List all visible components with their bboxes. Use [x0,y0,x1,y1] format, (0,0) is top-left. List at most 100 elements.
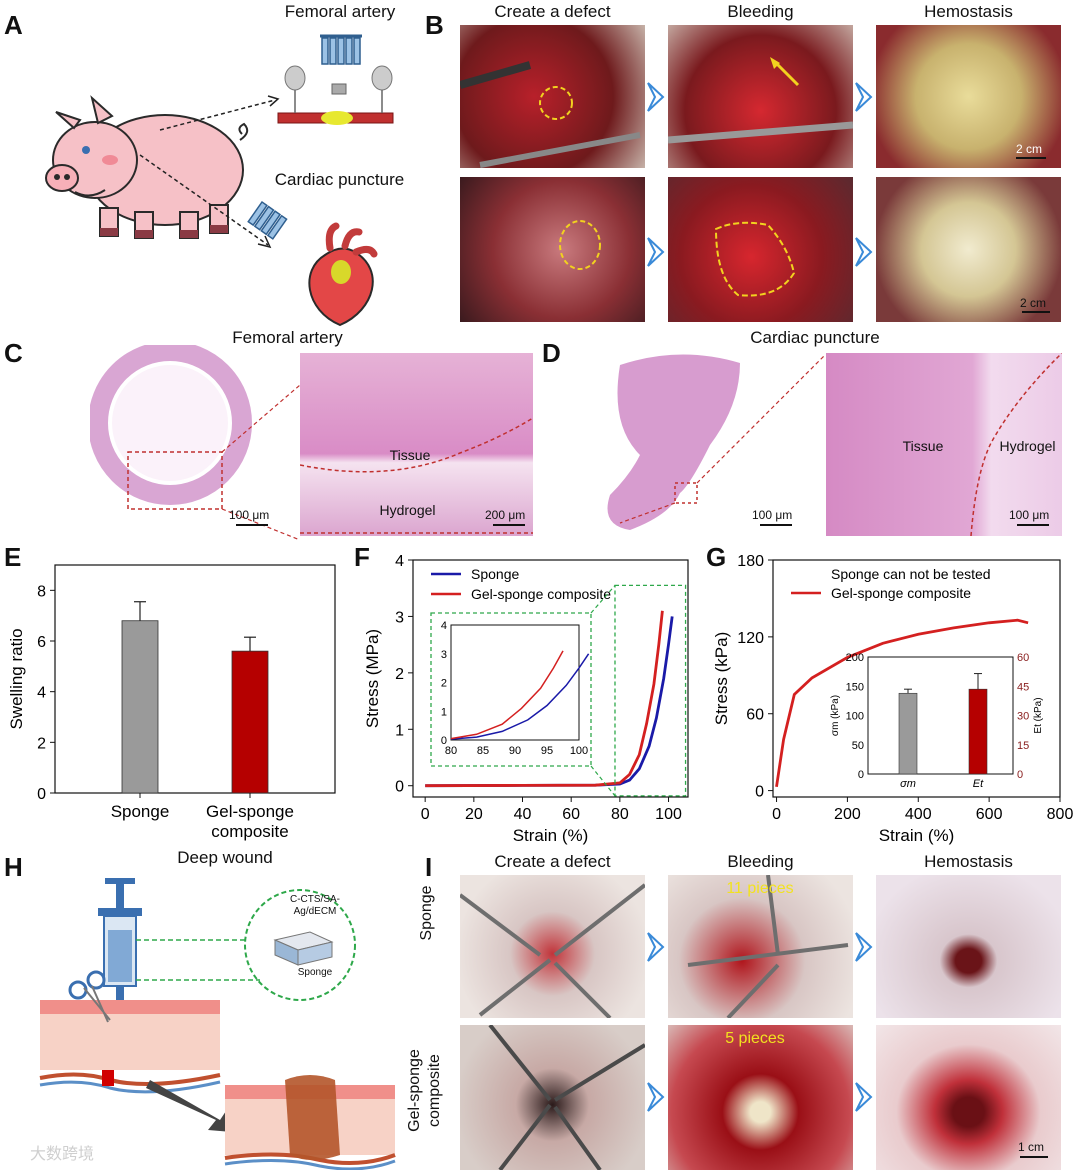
g-ylabel: Stress (kPa) [712,632,731,726]
g-inset-ylabel-left: σm (kPa) [830,695,841,736]
chart-e-swelling-ratio: 0 2 4 6 8 Swelling ratio Sponge Gel-spongecompo… [7,564,336,841]
g-xtick-label: 0 [772,806,781,823]
e-plot-frame [54,564,336,794]
g-inset-xtick-label: Et [973,778,984,790]
e-ylabel: Swelling ratio [7,628,26,729]
g-xtick-label: 200 [834,806,861,823]
panel-label-i: I [425,852,433,882]
g-inset-ytick-right: 45 [1017,681,1029,693]
d-hydrogel-label: Hydrogel [999,438,1056,454]
g-plot-frame [772,559,1061,798]
d-title: Cardiac puncture [750,328,880,347]
panel-label-f: F [354,542,370,572]
f-inset-series [450,650,564,740]
f-legend-label: Sponge [471,566,519,582]
b-scale-text-bottom: 2 cm [1020,296,1047,310]
f-inset-ytick-label: 2 [441,678,447,690]
i-col-title-3: Hemostasis [924,852,1013,871]
c-scale-text-right: 200 μm [485,508,526,522]
panel-label-a: A [4,10,23,40]
e-xtick-label: Gel-sponge [206,802,294,821]
g-inset-bar-et [968,688,988,775]
g-inset-ytick-right: 15 [1017,740,1029,752]
b-col-title-2: Bleeding [727,2,794,21]
f-zoom-connector [590,765,616,797]
panel-label-h: H [4,852,23,882]
h-material-line2: Ag/dECM [293,906,337,917]
e-xtick-label: Sponge [111,802,170,821]
f-ylabel: Stress (MPa) [363,629,382,728]
c-scale-bar-left [236,524,268,526]
c-histology-zoom [300,353,533,536]
b-photo-hemostasis-femoral [876,25,1061,168]
f-xtick-label: 20 [465,806,483,823]
chevron-right-icon [647,237,665,267]
h-deep-wound-schematic [39,878,396,1170]
g-xtick-label: 400 [905,806,932,823]
panel-label-g: G [706,542,727,572]
d-histology-zoom [826,353,1062,536]
g-inset-ytick-left: 100 [846,711,864,723]
g-xlabel: Strain (%) [879,826,955,845]
chevron-right-icon [855,1082,873,1112]
g-ytick-label: 120 [737,630,764,647]
g-inset-ylabel-right: Et (kPa) [1033,697,1044,733]
panel-label-c: C [4,338,23,368]
f-inset-xtick-label: 95 [541,745,553,757]
c-scale-text-left: 100 μm [229,508,270,522]
b-col-title-1: Create a defect [494,2,611,21]
f-inset-ytick-label: 0 [441,735,447,747]
f-legend-label: Gel-sponge composite [471,586,611,602]
c-title: Femoral artery [232,328,343,347]
e-ytick-label: 0 [37,786,46,803]
i-photo-defect-gel [460,1025,645,1170]
chevron-right-icon [855,932,873,962]
b-photo-defect-femoral [460,25,645,168]
chevron-right-icon [647,932,665,962]
f-ytick-label: 1 [395,722,404,739]
e-ytick-label: 2 [37,735,46,752]
c-hydrogel-label: Hydrogel [379,502,436,518]
e-xtick-label: composite [211,822,288,841]
f-xtick-label: 40 [514,806,532,823]
f-ytick-label: 2 [395,666,404,683]
g-ytick-label: 60 [746,707,764,724]
f-inset-box [430,612,592,767]
f-inset-ytick-label: 3 [441,649,447,661]
b-scale-bar-top [1016,157,1046,159]
f-plot-frame [412,559,689,798]
e-ytick-label: 4 [37,685,46,702]
i-photo-bleeding-sponge [668,875,853,1018]
f-series-gel-sponge [425,610,664,788]
i-photo-hemostasis-gel [876,1025,1061,1170]
e-ytick-label: 8 [37,583,46,600]
f-xtick-label: 100 [655,806,682,823]
e-bar-1 [121,620,159,794]
i-row2-label-line1: Gel-sponge [406,1049,423,1132]
f-inset-ytick-label: 4 [441,620,447,632]
f-inset-xtick-label: 80 [445,745,457,757]
d-scale-bar-left [760,524,792,526]
g-inset-frame [867,656,1014,775]
i-col-title-1: Create a defect [494,852,611,871]
g-inset-ytick-right: 0 [1017,769,1023,781]
h-sponge-label: Sponge [297,967,333,978]
g-legend-note: Sponge can not be tested [831,566,991,582]
i-photo-bleeding-gel [668,1025,853,1170]
panel-label-b: B [425,10,444,40]
i-pieces-sponge: 11 pieces [726,880,794,897]
i-col-title-2: Bleeding [727,852,794,871]
i-scale-bar [1020,1156,1048,1158]
h-material-line1: C-CTS/SA- [290,894,340,905]
i-row2-label-line2: composite [426,1054,443,1127]
f-xtick-label: 0 [421,806,430,823]
f-zoom-connector [590,584,616,614]
f-ytick-label: 4 [395,553,404,570]
chevron-right-icon [855,237,873,267]
g-xtick-label: 800 [1047,806,1074,823]
watermark: 大数跨境 [30,1146,95,1163]
g-ytick-label: 0 [755,784,764,801]
d-tissue-label: Tissue [902,438,944,454]
